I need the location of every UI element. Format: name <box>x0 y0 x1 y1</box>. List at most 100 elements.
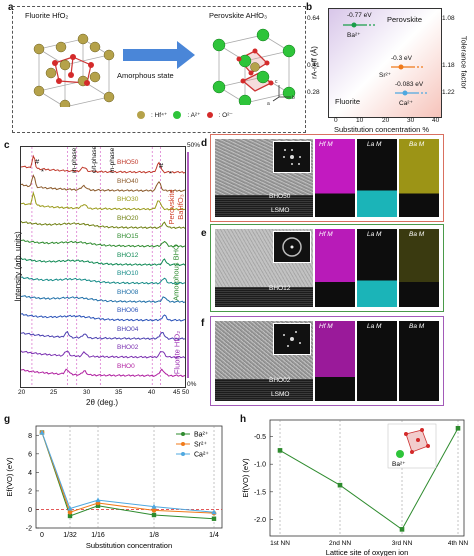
xrd-curve-bho40 <box>21 174 185 193</box>
g-ytick-label: -2 <box>26 526 32 533</box>
f-ba-map-label: Ba M <box>409 323 425 330</box>
phase-label-ot: o/t-phase <box>91 145 98 173</box>
sample-label-bho10: BHO10 <box>117 270 139 277</box>
e-substrate-image <box>215 287 313 307</box>
panel-b-plot: Perovskite Fluorite -0.77 eV Ba²⁺ -0.3 e… <box>328 8 442 118</box>
g-ytick-label: 2 <box>28 488 32 495</box>
b-xlabel: Substitution concentration % <box>334 125 430 134</box>
b-xtick-30: 30 <box>407 117 415 124</box>
g-xlabel: Substitution concentration <box>86 541 172 550</box>
g-xtick-label: 1/8 <box>149 532 159 539</box>
f-la-map-label: La M <box>367 323 382 330</box>
e-fft-inset <box>273 231 311 263</box>
arrow-label: Amorphous state <box>117 71 174 80</box>
c-xtick-45-50: 45 50 <box>173 389 190 396</box>
region-perovskite: Perovskite <box>387 15 423 24</box>
e-hf-map-label: Hf M <box>319 231 333 238</box>
h-xlabel: Lattice site of oxygen ion <box>326 548 409 556</box>
d-hf-map: Hf M <box>315 139 355 217</box>
panel-label-g: g <box>4 414 11 425</box>
axis-label-a: a <box>267 101 270 105</box>
sr-ion: Sr²⁺ <box>379 72 392 79</box>
g-xtick-label: 1/4 <box>209 532 219 539</box>
panel-d: BHO50 LSMO Hf M La M Ba M <box>210 134 444 222</box>
g-point <box>39 429 45 435</box>
e-la-map-label: La M <box>367 231 382 238</box>
marker-hash-right: # <box>159 161 164 170</box>
hf-legend-label: : Hf⁴⁺ <box>151 112 168 119</box>
e-hf-map: Hf M <box>315 229 355 307</box>
xrd-curve-bho06 <box>21 313 185 322</box>
transition-arrow <box>123 41 195 69</box>
sample-label-bho0: BHO0 <box>117 362 135 370</box>
panel-e: BHO12 Hf M La M Ba M <box>210 224 444 312</box>
xrd-curve-bho08 <box>21 295 185 304</box>
f-ba-map: Ba M <box>399 321 439 401</box>
panel-label-e: e <box>201 228 207 239</box>
h-inset-oxygen <box>420 428 424 432</box>
d-substrate-label: LSMO <box>271 207 290 214</box>
xrd-curve-bho04 <box>21 331 185 341</box>
panel-f: BHO02 LSMO Hf M La M Ba M <box>210 316 444 406</box>
xrd-curve-bho20 <box>21 220 185 229</box>
panel-label-f: f <box>201 318 205 329</box>
g-ytick-label: 4 <box>28 470 32 477</box>
b-xtick-20: 20 <box>382 117 390 124</box>
oxygen-legend-swatch <box>206 112 213 118</box>
perovskite-structure: c b a <box>212 28 296 105</box>
g-point <box>151 512 157 518</box>
h-xtick-label: 4th NN <box>448 540 469 547</box>
g-plot-frame <box>35 425 223 529</box>
e-ba-map: Ba M <box>399 229 439 307</box>
ca-point <box>402 90 408 96</box>
f-hf-map: Hf M <box>315 321 355 401</box>
g-series-line <box>41 432 215 514</box>
g-legend-marker <box>181 452 185 456</box>
d-la-map: La M <box>357 139 397 217</box>
b-rtick-118: 1.18 <box>442 62 455 69</box>
f-hf-map-label: Hf M <box>319 323 333 330</box>
h-ytick-label: -2.0 <box>254 517 266 524</box>
xrd-curve-bho50 <box>21 154 185 174</box>
g-legend-marker <box>181 442 185 446</box>
h-ytick-label: -0.5 <box>254 434 266 441</box>
c-xtick-40: 40 <box>148 389 156 396</box>
xrd-curve-bho02 <box>21 350 185 359</box>
h-inset-oxygen <box>426 444 430 448</box>
atom-legend: : Hf⁴⁺ : A²⁺ : O²⁻ <box>137 111 233 119</box>
phase-label-m2: m-phase <box>109 147 116 173</box>
a-site-legend-swatch <box>173 111 182 119</box>
b-rtick-122: 1.22 <box>442 89 455 96</box>
panel-label-a: a <box>8 2 14 13</box>
d-ba-map-label: Ba M <box>409 141 425 148</box>
fluorite-structure <box>33 33 115 107</box>
c-xlabel: 2θ (deg.) <box>86 398 119 407</box>
d-sample-label: BHO50 <box>269 193 291 200</box>
d-fft-inset <box>273 141 311 173</box>
sample-label-bho15: BHO15 <box>117 233 139 240</box>
h-xtick-label: 1st NN <box>270 540 290 547</box>
d-la-map-label: La M <box>367 141 382 148</box>
g-point <box>151 508 157 513</box>
f-substrate-image <box>215 379 313 401</box>
h-point <box>399 527 405 532</box>
panel-g-chart: -2 0 2 4 6 8 0 1/32 1/16 1/8 1/4 Substitution conce… <box>5 425 223 550</box>
sample-label-bho20: BHO20 <box>117 214 139 222</box>
fluorite-title: Fluorite HfO₂ <box>25 11 69 20</box>
g-point <box>95 503 101 508</box>
c-ylabel: Intensity (arb. units) <box>13 231 23 302</box>
ca-ion: Ca²⁺ <box>399 100 413 107</box>
g-legend-label: Ba²⁺ <box>194 432 209 439</box>
xrd-curve-bho15 <box>21 239 185 248</box>
a-site-legend-label: : A²⁺ <box>187 112 201 119</box>
panel-label-h: h <box>240 414 247 425</box>
g-point <box>67 509 73 515</box>
sample-label-bho06: BHO06 <box>117 307 139 314</box>
g-xtick-label: 0 <box>40 532 44 539</box>
ba-point <box>351 22 357 28</box>
ba-energy: -0.77 eV <box>347 12 372 19</box>
f-fft-inset <box>273 323 311 355</box>
perovskite-title: Perovskite AHfO₃ <box>209 11 268 20</box>
c-xtick-20: 20 <box>18 389 26 396</box>
c-bottom-pct: 0% <box>187 381 197 388</box>
